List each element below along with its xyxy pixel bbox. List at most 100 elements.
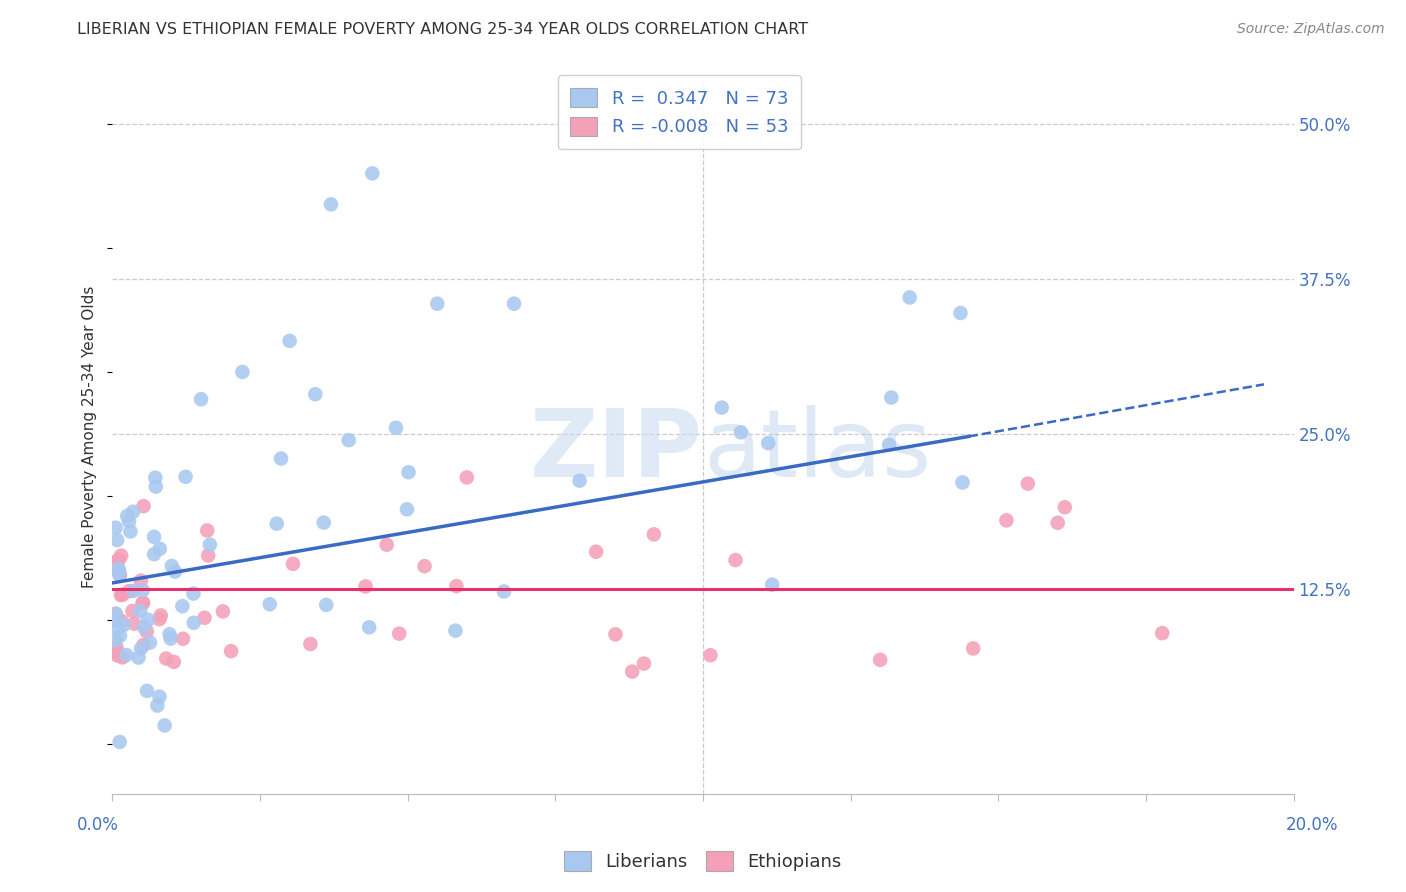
Point	[124, 616, 146, 631]
Point	[136, 683, 159, 698]
Point	[197, 549, 219, 563]
Point	[135, 624, 157, 639]
Point	[108, 567, 131, 582]
Point	[149, 541, 172, 556]
Point	[172, 599, 194, 614]
Point	[375, 538, 398, 552]
Point	[995, 513, 1018, 527]
Point	[155, 651, 177, 665]
Point	[104, 607, 127, 621]
Point	[111, 614, 134, 628]
Point	[105, 646, 128, 660]
Point	[132, 596, 155, 610]
Point	[139, 635, 162, 649]
Point	[270, 451, 292, 466]
Point	[319, 197, 342, 211]
Point	[456, 470, 478, 484]
Point	[278, 334, 301, 348]
Point	[111, 588, 134, 602]
Point	[159, 627, 181, 641]
Text: Source: ZipAtlas.com: Source: ZipAtlas.com	[1237, 22, 1385, 37]
Point	[446, 579, 468, 593]
Point	[212, 604, 235, 618]
Point	[385, 421, 408, 435]
Point	[105, 648, 128, 663]
Point	[426, 296, 449, 310]
Point	[444, 624, 467, 638]
Point	[104, 633, 127, 648]
Point	[112, 618, 135, 632]
Point	[128, 650, 150, 665]
Point	[136, 613, 159, 627]
Point	[131, 596, 153, 610]
Point	[183, 586, 205, 600]
Point	[266, 516, 288, 531]
Point	[1046, 516, 1069, 530]
Point	[952, 475, 974, 490]
Point	[122, 583, 145, 598]
Point	[761, 577, 783, 591]
Point	[145, 480, 167, 494]
Point	[108, 568, 131, 582]
Point	[104, 607, 127, 621]
Point	[621, 665, 644, 679]
Point	[104, 555, 127, 569]
Point	[108, 565, 131, 579]
Point	[1152, 626, 1174, 640]
Point	[312, 516, 335, 530]
Y-axis label: Female Poverty Among 25-34 Year Olds: Female Poverty Among 25-34 Year Olds	[82, 286, 97, 588]
Point	[103, 614, 125, 628]
Point	[132, 583, 155, 598]
Text: 0.0%: 0.0%	[77, 816, 120, 834]
Point	[503, 296, 526, 310]
Point	[195, 524, 218, 538]
Point	[585, 545, 607, 559]
Point	[110, 549, 132, 563]
Text: 20.0%: 20.0%	[1286, 816, 1339, 834]
Point	[115, 508, 138, 523]
Point	[949, 306, 972, 320]
Point	[198, 538, 221, 552]
Point	[962, 641, 984, 656]
Point	[149, 608, 172, 623]
Point	[163, 565, 186, 579]
Text: atlas: atlas	[703, 405, 931, 498]
Point	[174, 470, 197, 484]
Point	[304, 387, 326, 401]
Point	[143, 471, 166, 485]
Point	[110, 588, 132, 602]
Point	[107, 562, 129, 576]
Point	[108, 735, 131, 749]
Text: LIBERIAN VS ETHIOPIAN FEMALE POVERTY AMONG 25-34 YEAR OLDS CORRELATION CHART: LIBERIAN VS ETHIOPIAN FEMALE POVERTY AMO…	[77, 22, 808, 37]
Point	[148, 690, 170, 704]
Point	[132, 620, 155, 634]
Legend: Liberians, Ethiopians: Liberians, Ethiopians	[557, 844, 849, 879]
Point	[699, 648, 721, 663]
Point	[108, 552, 131, 566]
Point	[259, 597, 281, 611]
Point	[568, 474, 591, 488]
Point	[633, 657, 655, 671]
Point	[315, 598, 337, 612]
Legend: R =  0.347   N = 73, R = -0.008   N = 53: R = 0.347 N = 73, R = -0.008 N = 53	[558, 75, 801, 149]
Point	[299, 637, 322, 651]
Point	[129, 574, 152, 588]
Point	[118, 584, 141, 599]
Point	[710, 401, 733, 415]
Point	[163, 655, 186, 669]
Point	[398, 465, 420, 479]
Point	[1053, 500, 1076, 515]
Point	[877, 438, 900, 452]
Point	[159, 632, 181, 646]
Point	[869, 653, 891, 667]
Point	[108, 629, 131, 643]
Point	[160, 559, 183, 574]
Point	[361, 166, 384, 180]
Point	[183, 615, 205, 630]
Point	[115, 648, 138, 662]
Point	[153, 718, 176, 732]
Point	[120, 524, 142, 539]
Point	[880, 391, 903, 405]
Point	[121, 604, 143, 618]
Point	[724, 553, 747, 567]
